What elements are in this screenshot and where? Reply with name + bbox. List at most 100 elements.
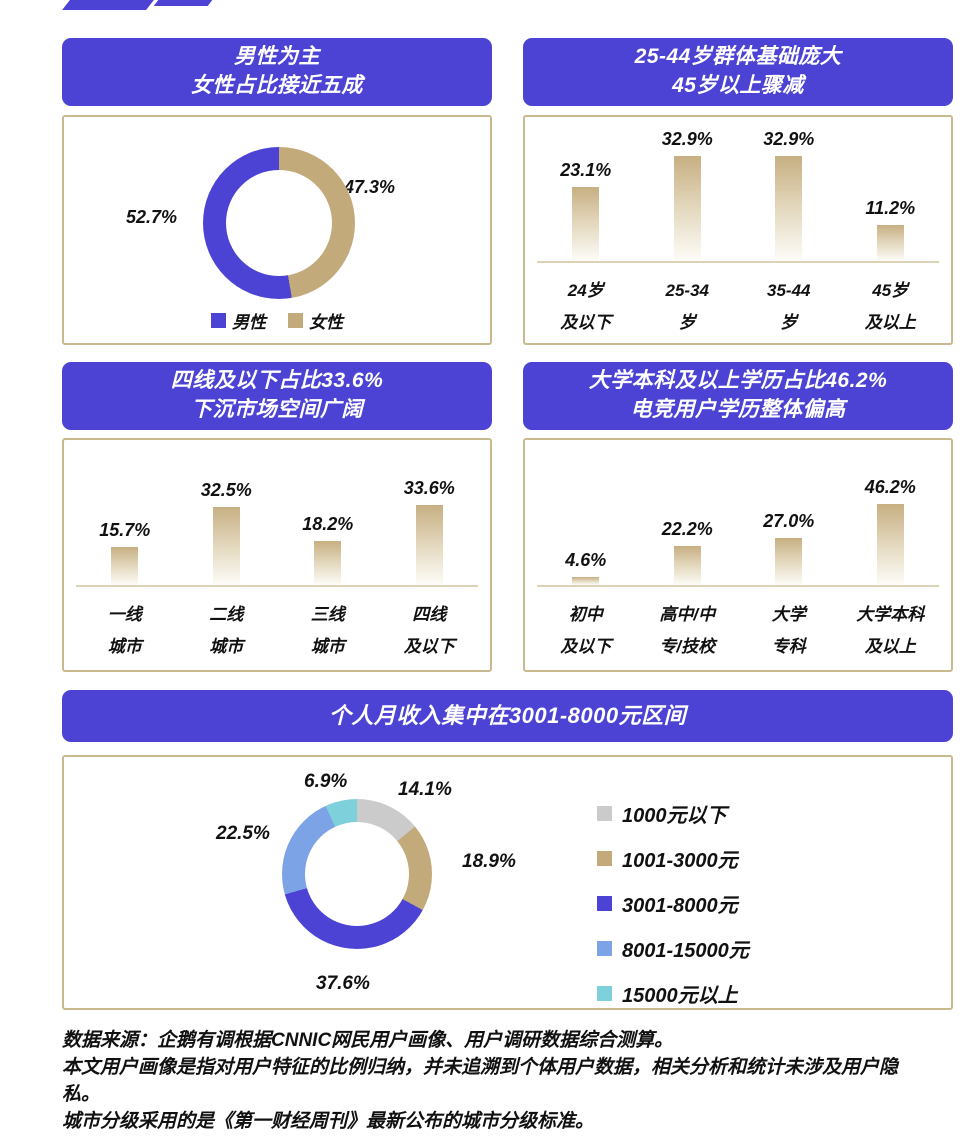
category-line: 及以下 xyxy=(560,312,612,332)
category-label: 45岁 及以上 xyxy=(840,275,942,338)
legend-label: 1001-3000元 xyxy=(622,850,738,872)
bar xyxy=(673,156,701,262)
panel-city-tier: 四线及以下占比33.6% 下沉市场空间广阔 15.7% 32.5% 18.2% … xyxy=(62,362,492,672)
panel-title-city: 四线及以下占比33.6% 下沉市场空间广阔 xyxy=(62,362,492,430)
city-bars: 15.7% 32.5% 18.2% 33.6% xyxy=(74,452,480,586)
category-line: 城市 xyxy=(209,636,244,656)
category-line: 及以上 xyxy=(864,636,916,656)
bar-column: 46.2% xyxy=(840,477,942,586)
education-chart-container: 4.6% 22.2% 27.0% 46.2% xyxy=(523,438,953,672)
value-label: 23.1% xyxy=(560,160,612,181)
category-line: 大学 xyxy=(771,605,806,625)
title-line: 45岁以上骤减 xyxy=(672,74,804,97)
category-line: 城市 xyxy=(107,636,142,656)
panel-education: 大学本科及以上学历占比46.2% 电竞用户学历整体偏高 4.6% 22.2% 2… xyxy=(523,362,953,672)
legend-item: 3001-8000元 xyxy=(597,889,749,918)
bar-column: 22.2% xyxy=(637,519,739,586)
age-category-labels: 24岁 及以下 25-34 岁 35-44 岁 45岁 及以上 xyxy=(535,263,941,338)
category-line: 大学本科 xyxy=(856,605,925,625)
legend-label: 15000元以上 xyxy=(622,985,738,1007)
category-label: 25-34 岁 xyxy=(637,275,739,338)
bar xyxy=(876,504,904,586)
value-label-male: 52.7% xyxy=(126,207,178,227)
legend-swatch xyxy=(597,986,612,1001)
panel-gender: 男性为主 女性占比接近五成 52.7% 47.3% 男性 女性 xyxy=(62,38,492,345)
category-label: 35-44 岁 xyxy=(738,275,840,338)
panel-title-education: 大学本科及以上学历占比46.2% 电竞用户学历整体偏高 xyxy=(523,362,953,430)
bar xyxy=(673,546,701,586)
title-line: 男性为主 xyxy=(234,45,320,69)
donut-hole xyxy=(226,170,332,276)
category-label: 二线 城市 xyxy=(176,599,278,662)
category-line: 三线 xyxy=(310,605,345,625)
footnotes: 数据来源：企鹅有调根据CNNIC网民用户画像、用户调研数据综合测算。 本文用户画… xyxy=(62,1028,914,1136)
legend-swatch xyxy=(597,806,612,821)
category-label: 24岁 及以下 xyxy=(535,275,637,338)
bar-column: 32.5% xyxy=(176,480,278,586)
age-bars: 23.1% 32.9% 32.9% 11.2% xyxy=(535,129,942,262)
donut-hole xyxy=(305,822,409,926)
category-line: 初中 xyxy=(568,605,603,625)
legend-swatch xyxy=(597,851,612,866)
category-line: 专/技校 xyxy=(659,636,716,656)
category-line: 城市 xyxy=(310,636,345,656)
legend-item: 男性 xyxy=(211,308,266,333)
footnote-line: 本文用户画像是指对用户特征的比例归纳，并未追溯到个体用户数据，相关分析和统计未涉… xyxy=(62,1056,899,1105)
value-label-3001-8000: 37.6% xyxy=(316,973,370,994)
title-line: 四线及以下占比33.6% xyxy=(170,369,384,393)
category-line: 四线 xyxy=(412,605,447,625)
legend-label: 3001-8000元 xyxy=(622,895,738,917)
legend-label: 8001-15000元 xyxy=(622,940,749,962)
education-bars: 4.6% 22.2% 27.0% 46.2% xyxy=(535,452,942,586)
legend-item: 8001-15000元 xyxy=(597,934,749,963)
value-label: 46.2% xyxy=(864,477,916,498)
bar xyxy=(415,504,443,586)
bar-column: 11.2% xyxy=(840,198,942,262)
category-line: 岁 xyxy=(678,312,696,332)
bar xyxy=(572,187,600,262)
value-label: 11.2% xyxy=(865,198,916,219)
panel-title-income: 个人月收入集中在3001-8000元区间 xyxy=(62,690,953,742)
legend-label: 男性 xyxy=(232,313,266,332)
gender-chart-container: 52.7% 47.3% 男性 女性 xyxy=(62,115,492,345)
bar-column: 32.9% xyxy=(738,129,840,262)
value-label: 18.2% xyxy=(302,514,354,535)
category-label: 一线 城市 xyxy=(74,599,176,662)
bar-column: 18.2% xyxy=(277,514,379,586)
bar xyxy=(314,541,342,586)
category-line: 35-44 xyxy=(767,281,811,301)
bar xyxy=(876,225,904,262)
category-line: 二线 xyxy=(209,605,244,625)
bar-column: 23.1% xyxy=(535,160,637,262)
category-line: 25-34 xyxy=(665,281,709,301)
income-chart-container: 6.9% 14.1% 22.5% 18.9% 37.6% 1000元以下 100… xyxy=(62,755,953,1010)
legend-swatch xyxy=(597,941,612,956)
decorative-shape xyxy=(153,0,213,6)
title-line: 下沉市场空间广阔 xyxy=(191,398,363,421)
value-label: 4.6% xyxy=(565,550,607,571)
category-label: 四线 及以下 xyxy=(379,599,481,662)
legend-swatch xyxy=(597,896,612,911)
footnote-line: 城市分级采用的是《第一财经周刊》最新公布的城市分级标准。 xyxy=(62,1110,595,1132)
title-line: 大学本科及以上学历占比46.2% xyxy=(588,369,888,393)
category-line: 一线 xyxy=(107,605,142,625)
panel-age: 25-44岁群体基础庞大 45岁以上骤减 23.1% 32.9% 32.9% 1… xyxy=(523,38,953,345)
bar xyxy=(775,156,803,262)
value-label-1001-3000: 18.9% xyxy=(462,851,516,872)
category-line: 45岁 xyxy=(872,281,909,301)
legend-swatch-female xyxy=(288,313,303,328)
category-label: 初中 及以下 xyxy=(535,599,637,662)
legend-swatch-male xyxy=(211,313,226,328)
value-label: 15.7% xyxy=(99,520,151,541)
age-chart-container: 23.1% 32.9% 32.9% 11.2% xyxy=(523,115,953,345)
title-line: 个人月收入集中在3001-8000元区间 xyxy=(328,702,687,728)
category-line: 及以下 xyxy=(560,636,612,656)
category-line: 及以上 xyxy=(864,312,916,332)
category-line: 岁 xyxy=(780,312,798,332)
legend-item: 女性 xyxy=(288,308,343,333)
value-label: 27.0% xyxy=(763,510,815,531)
bar-column: 32.9% xyxy=(637,129,739,262)
bar xyxy=(572,577,600,586)
income-legend: 1000元以下 1001-3000元 3001-8000元 8001-15000… xyxy=(597,799,749,1008)
decorative-shape xyxy=(62,0,154,10)
